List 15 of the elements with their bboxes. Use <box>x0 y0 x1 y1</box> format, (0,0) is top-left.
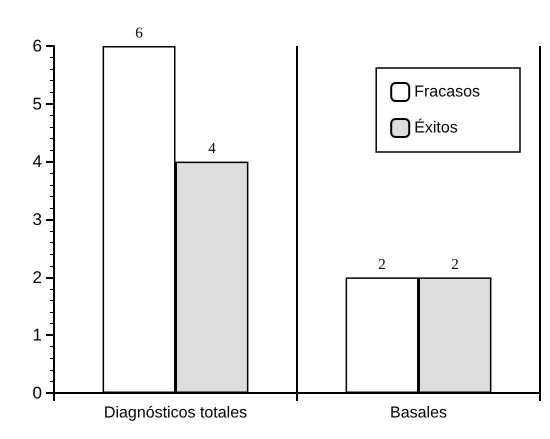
y-tick-label: 5 <box>32 94 42 114</box>
y-tick-label: 6 <box>32 36 42 56</box>
y-tick-label: 0 <box>32 384 42 402</box>
y-tick-label: 3 <box>32 210 42 229</box>
legend-label: Éxitos <box>414 118 458 136</box>
data-label: 4 <box>208 141 216 158</box>
x-tick-label: Basales <box>390 404 447 422</box>
data-label: 2 <box>451 256 459 273</box>
y-tick-label: 4 <box>32 152 42 172</box>
x-tick-label: Diagnósticos totales <box>104 404 248 422</box>
data-label: 2 <box>378 256 386 273</box>
legend-label: Fracasos <box>414 84 480 100</box>
y-tick-label: 1 <box>32 326 42 345</box>
data-label: 6 <box>135 26 144 42</box>
y-tick-label: 2 <box>32 268 42 287</box>
